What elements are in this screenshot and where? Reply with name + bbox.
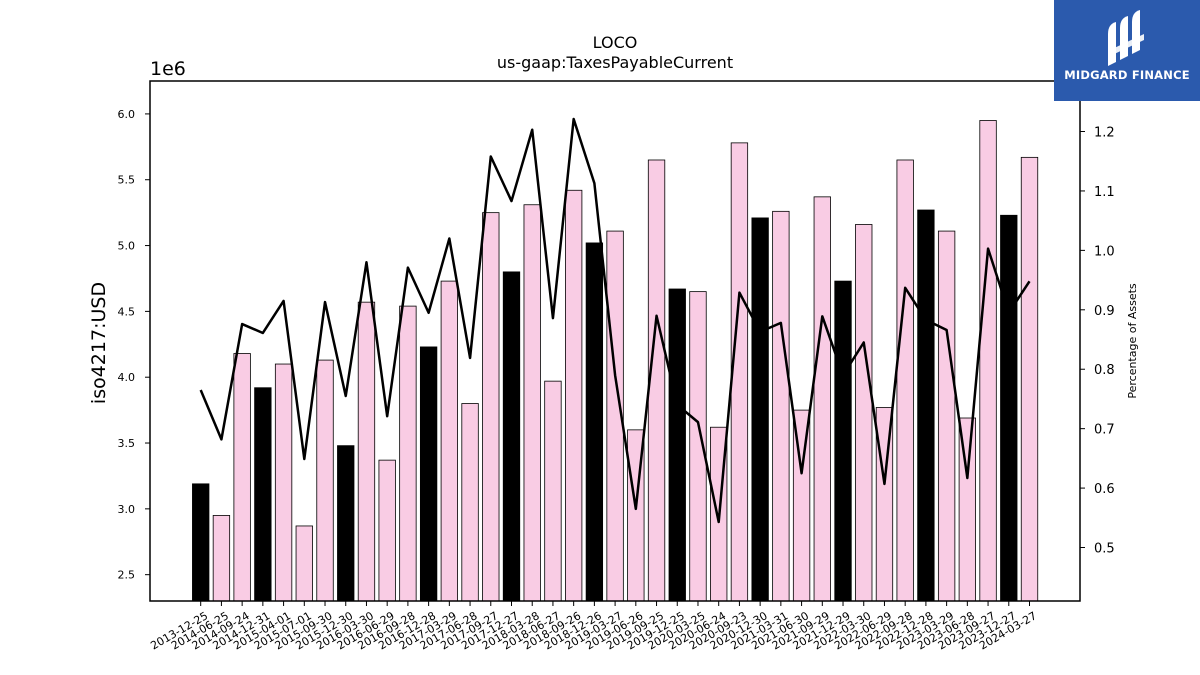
midgard-logo-icon — [1108, 10, 1144, 66]
bar-2024-03-27 — [1020, 156, 1039, 602]
bar-2015-12-30 — [337, 445, 355, 602]
y-axis-label: iso4217:USD — [88, 282, 110, 404]
y2-tick-label: 0.8 — [1094, 363, 1115, 378]
y-ticks: 2.5 3.0 3.5 4.0 4.5 5.0 5.5 6.0 — [118, 108, 150, 582]
bar-2015-04-01 — [274, 363, 293, 602]
chart-title: LOCO — [593, 33, 638, 52]
bar-2022-12-28 — [917, 209, 935, 602]
bar-2014-09-24 — [233, 353, 251, 602]
bar-2016-12-28 — [419, 346, 438, 602]
y2-tick-label: 0.5 — [1094, 542, 1115, 557]
bar-2017-09-27 — [482, 212, 500, 602]
bar-2013-12-25 — [192, 483, 210, 602]
bar-2015-07-01 — [295, 525, 313, 602]
y2-ticks: 0.5 0.6 0.7 0.8 0.9 1.0 1.1 1.2 — [1080, 126, 1115, 557]
bar-2017-06-28 — [461, 403, 479, 602]
y-tick-label: 5.0 — [118, 240, 136, 253]
bar-2023-09-27 — [979, 120, 997, 602]
bar-2021-09-29 — [813, 196, 831, 602]
y-tick-label: 4.0 — [118, 371, 136, 384]
bar-2021-03-31 — [772, 210, 790, 602]
y2-tick-label: 0.7 — [1094, 423, 1115, 438]
y2-tick-label: 1.2 — [1094, 126, 1115, 141]
bar-2016-09-28 — [399, 305, 417, 602]
percentage-line — [199, 117, 1031, 524]
bar-2016-03-30 — [357, 301, 376, 602]
chart-subtitle: us-gaap:TaxesPayableCurrent — [497, 53, 733, 72]
bar-2018-06-27 — [544, 380, 562, 602]
line-group — [199, 117, 1031, 524]
bar-2016-06-29 — [378, 459, 396, 602]
y-tick-label: 3.0 — [118, 503, 136, 516]
bar-2014-06-25 — [212, 515, 231, 602]
y-tick-label: 3.5 — [118, 437, 136, 450]
y-tick-label: 6.0 — [118, 108, 136, 121]
bar-2023-03-29 — [937, 230, 956, 602]
y2-tick-label: 0.9 — [1094, 304, 1115, 319]
bar-2014-12-31 — [254, 387, 272, 602]
bar-2022-03-30 — [855, 224, 873, 602]
bar-2018-03-28 — [523, 204, 541, 602]
bar-2015-09-30 — [316, 359, 334, 602]
y2-tick-label: 0.6 — [1094, 482, 1115, 497]
bar-2019-12-25 — [668, 288, 686, 602]
bar-2017-03-29 — [440, 280, 458, 602]
y2-axis-label: Percentage of Assets — [1126, 283, 1139, 399]
y-tick-label: 2.5 — [118, 569, 136, 582]
bar-2020-09-23 — [730, 142, 749, 602]
brand-name: MIDGARD FINANCE — [1064, 68, 1190, 82]
bar-2021-12-29 — [834, 280, 852, 602]
bar-2023-12-27 — [1000, 214, 1018, 602]
y2-tick-label: 1.1 — [1094, 185, 1115, 200]
y-offset-label: 1e6 — [150, 58, 186, 80]
y-tick-label: 4.5 — [118, 305, 136, 318]
x-ticks: 2013-12-252014-06-252014-09-242014-12-31… — [148, 601, 1039, 652]
y-tick-label: 5.5 — [118, 174, 136, 187]
bars-group — [192, 120, 1039, 602]
bar-2022-09-28 — [896, 159, 914, 602]
brand-logo: MIDGARD FINANCE — [1054, 0, 1200, 101]
bar-2020-12-30 — [751, 217, 769, 602]
bar-2018-09-26 — [565, 189, 583, 602]
y2-tick-label: 1.0 — [1094, 244, 1115, 259]
bar-2018-12-26 — [585, 242, 604, 602]
bar-2017-12-27 — [502, 271, 521, 602]
